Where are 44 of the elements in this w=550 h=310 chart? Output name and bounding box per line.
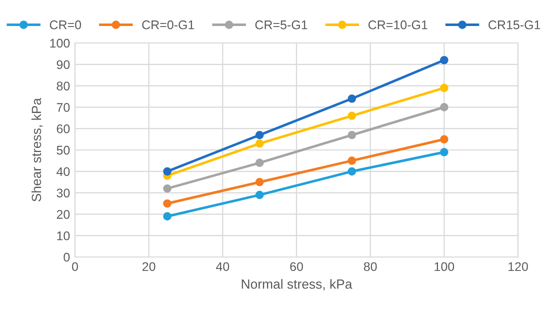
point	[163, 199, 172, 208]
y-axis-title: Shear stress, kPa	[31, 98, 43, 202]
x-tick-label: 40	[216, 262, 230, 272]
y-tick-label: 10	[57, 231, 70, 240]
x-tick-label: 20	[142, 262, 156, 272]
y-tick-label: 60	[56, 124, 70, 134]
legend-label: CR15-G1	[488, 20, 540, 30]
point	[348, 167, 356, 176]
point	[255, 190, 264, 200]
point	[255, 130, 264, 140]
point	[163, 167, 172, 176]
point	[255, 178, 264, 186]
point	[440, 135, 448, 144]
point	[163, 184, 172, 193]
point	[440, 103, 448, 112]
y-tick-label: 90	[56, 60, 70, 70]
point	[255, 139, 264, 148]
point	[348, 94, 356, 103]
x-tick-label: 0	[72, 262, 78, 272]
y-tick-label: 100	[50, 38, 70, 48]
point	[255, 158, 264, 168]
point	[440, 84, 448, 92]
legend-label: CR=5-G1	[255, 20, 308, 30]
y-tick-label: 20	[56, 210, 70, 219]
legend-label: CR=0	[50, 20, 82, 30]
point	[348, 112, 356, 120]
point	[348, 156, 356, 165]
y-tick-label: 30	[56, 188, 70, 198]
y-tick-label: 0	[64, 252, 70, 262]
legend-label: CR=0-G1	[142, 20, 194, 30]
x-tick-label: 120	[508, 262, 528, 272]
x-axis-title: Normal stress, kPa	[242, 279, 352, 290]
point	[440, 148, 448, 156]
point	[348, 130, 356, 140]
y-tick-label: 50	[56, 146, 70, 155]
y-tick-label: 70	[56, 103, 70, 112]
y-tick-label: 80	[56, 82, 70, 90]
point	[440, 56, 448, 64]
x-tick-label: 100	[434, 262, 454, 272]
y-tick-label: 40	[56, 167, 70, 176]
x-tick-label: 80	[364, 262, 377, 272]
point	[163, 212, 172, 221]
x-tick-label: 60	[290, 262, 303, 272]
legend-label: CR=10-G1	[368, 20, 428, 30]
